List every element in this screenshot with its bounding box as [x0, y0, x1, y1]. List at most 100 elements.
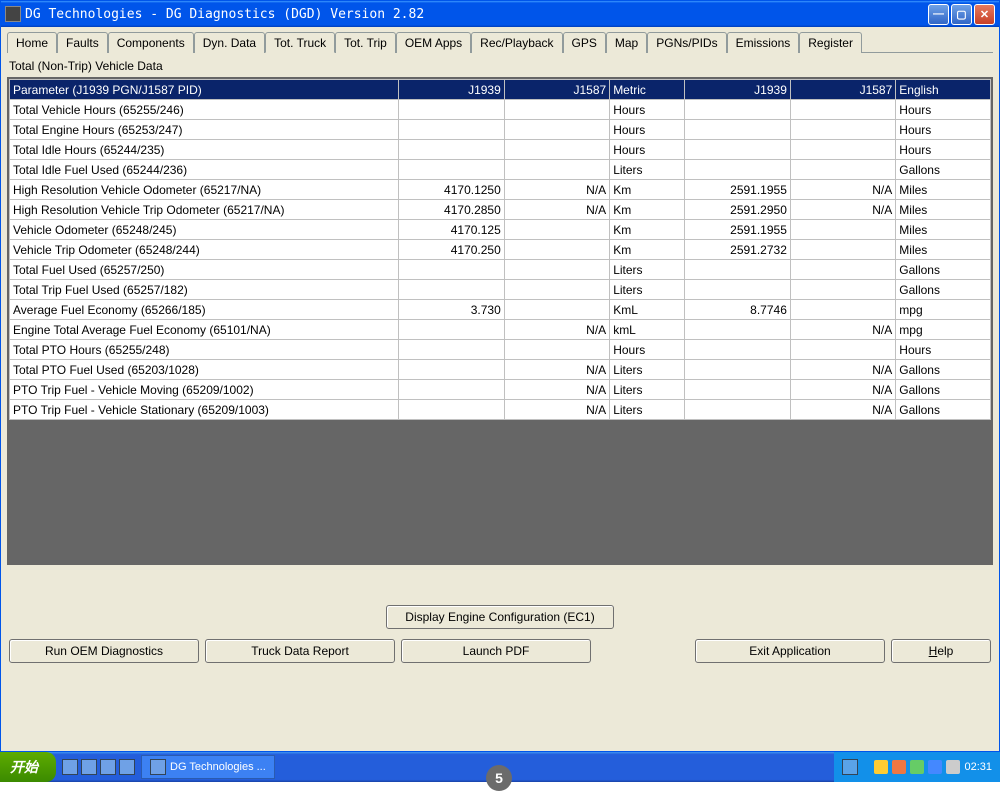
tab-home[interactable]: Home: [7, 32, 57, 53]
table-row[interactable]: Vehicle Odometer (65248/245)4170.125Km25…: [10, 220, 991, 240]
cell: [685, 400, 790, 420]
exit-button[interactable]: Exit Application: [695, 639, 885, 663]
cell: Total Trip Fuel Used (65257/182): [10, 280, 399, 300]
display-ec1-button[interactable]: Display Engine Configuration (EC1): [386, 605, 613, 629]
tab-pgns-pids[interactable]: PGNs/PIDs: [647, 32, 726, 53]
cell: Liters: [610, 400, 685, 420]
ql-icon[interactable]: [81, 759, 97, 775]
table-row[interactable]: Vehicle Trip Odometer (65248/244)4170.25…: [10, 240, 991, 260]
table-row[interactable]: PTO Trip Fuel - Vehicle Moving (65209/10…: [10, 380, 991, 400]
table-row[interactable]: Total Fuel Used (65257/250)LitersGallons: [10, 260, 991, 280]
table-row[interactable]: Engine Total Average Fuel Economy (65101…: [10, 320, 991, 340]
cell: Km: [610, 220, 685, 240]
tab-tot-trip[interactable]: Tot. Trip: [335, 32, 396, 53]
run-oem-button[interactable]: Run OEM Diagnostics: [9, 639, 199, 663]
table-row[interactable]: Total Idle Hours (65244/235)HoursHours: [10, 140, 991, 160]
help-button[interactable]: Help: [891, 639, 991, 663]
cell: Vehicle Odometer (65248/245): [10, 220, 399, 240]
application-window: DG Technologies - DG Diagnostics (DGD) V…: [0, 0, 1000, 752]
tab-emissions[interactable]: Emissions: [727, 32, 800, 53]
taskbar-item[interactable]: DG Technologies ...: [141, 755, 275, 779]
cell: Hours: [896, 100, 991, 120]
cell: mpg: [896, 300, 991, 320]
tray-icon[interactable]: [910, 760, 924, 774]
tab-faults[interactable]: Faults: [57, 32, 108, 53]
cell: N/A: [790, 200, 895, 220]
table-row[interactable]: High Resolution Vehicle Trip Odometer (6…: [10, 200, 991, 220]
tab-strip: HomeFaultsComponentsDyn. DataTot. TruckT…: [7, 31, 993, 53]
cell: [685, 340, 790, 360]
tab-register[interactable]: Register: [799, 32, 862, 53]
maximize-button[interactable]: ▢: [951, 4, 972, 25]
cell: 3.730: [399, 300, 504, 320]
cell: [790, 340, 895, 360]
ql-icon[interactable]: [119, 759, 135, 775]
cell: 4170.2850: [399, 200, 504, 220]
cell: N/A: [504, 380, 609, 400]
table-row[interactable]: Total Idle Fuel Used (65244/236)LitersGa…: [10, 160, 991, 180]
column-header[interactable]: J1587: [790, 80, 895, 100]
tray-lang-icon[interactable]: [842, 759, 858, 775]
column-header[interactable]: J1587: [504, 80, 609, 100]
cell: N/A: [504, 360, 609, 380]
tab-tot-truck[interactable]: Tot. Truck: [265, 32, 335, 53]
table-row[interactable]: Total PTO Hours (65255/248)HoursHours: [10, 340, 991, 360]
cell: Liters: [610, 380, 685, 400]
cell: PTO Trip Fuel - Vehicle Stationary (6520…: [10, 400, 399, 420]
cell: Total Idle Hours (65244/235): [10, 140, 399, 160]
cell: Hours: [896, 120, 991, 140]
cell: Km: [610, 200, 685, 220]
column-header[interactable]: Metric: [610, 80, 685, 100]
table-row[interactable]: Total PTO Fuel Used (65203/1028)N/ALiter…: [10, 360, 991, 380]
tab-oem-apps[interactable]: OEM Apps: [396, 32, 471, 53]
cell: Gallons: [896, 400, 991, 420]
task-icon: [150, 759, 166, 775]
launch-pdf-button[interactable]: Launch PDF: [401, 639, 591, 663]
cell: Total Idle Fuel Used (65244/236): [10, 160, 399, 180]
cell: Miles: [896, 220, 991, 240]
cell: High Resolution Vehicle Odometer (65217/…: [10, 180, 399, 200]
table-row[interactable]: High Resolution Vehicle Odometer (65217/…: [10, 180, 991, 200]
close-button[interactable]: ✕: [974, 4, 995, 25]
tab-map[interactable]: Map: [606, 32, 647, 53]
cell: Hours: [610, 120, 685, 140]
tray-icon[interactable]: [946, 760, 960, 774]
ql-icon[interactable]: [62, 759, 78, 775]
tab-rec-playback[interactable]: Rec/Playback: [471, 32, 562, 53]
cell: [685, 120, 790, 140]
cell: Total Vehicle Hours (65255/246): [10, 100, 399, 120]
tray-icon[interactable]: [928, 760, 942, 774]
titlebar: DG Technologies - DG Diagnostics (DGD) V…: [1, 1, 999, 27]
table-row[interactable]: Total Vehicle Hours (65255/246)HoursHour…: [10, 100, 991, 120]
cell: [504, 340, 609, 360]
tab-gps[interactable]: GPS: [563, 32, 606, 53]
start-button[interactable]: 开始: [0, 752, 56, 782]
table-row[interactable]: PTO Trip Fuel - Vehicle Stationary (6520…: [10, 400, 991, 420]
tab-dyn-data[interactable]: Dyn. Data: [194, 32, 265, 53]
table-row[interactable]: Total Engine Hours (65253/247)HoursHours: [10, 120, 991, 140]
ql-icon[interactable]: [100, 759, 116, 775]
column-header[interactable]: Parameter (J1939 PGN/J1587 PID): [10, 80, 399, 100]
cell: Gallons: [896, 260, 991, 280]
cell: [504, 120, 609, 140]
tray-icon[interactable]: [892, 760, 906, 774]
cell: 2591.1955: [685, 220, 790, 240]
cell: N/A: [504, 400, 609, 420]
cell: Total PTO Hours (65255/248): [10, 340, 399, 360]
cell: [399, 100, 504, 120]
minimize-button[interactable]: —: [928, 4, 949, 25]
table-row[interactable]: Average Fuel Economy (65266/185)3.730KmL…: [10, 300, 991, 320]
tab-components[interactable]: Components: [108, 32, 194, 53]
tray-icon[interactable]: [874, 760, 888, 774]
cell: Total PTO Fuel Used (65203/1028): [10, 360, 399, 380]
cell: [790, 240, 895, 260]
truck-report-button[interactable]: Truck Data Report: [205, 639, 395, 663]
column-header[interactable]: J1939: [399, 80, 504, 100]
cell: [504, 280, 609, 300]
cell: [685, 100, 790, 120]
column-header[interactable]: J1939: [685, 80, 790, 100]
table-row[interactable]: Total Trip Fuel Used (65257/182)LitersGa…: [10, 280, 991, 300]
cell: N/A: [790, 320, 895, 340]
cell: [399, 280, 504, 300]
column-header[interactable]: English: [896, 80, 991, 100]
